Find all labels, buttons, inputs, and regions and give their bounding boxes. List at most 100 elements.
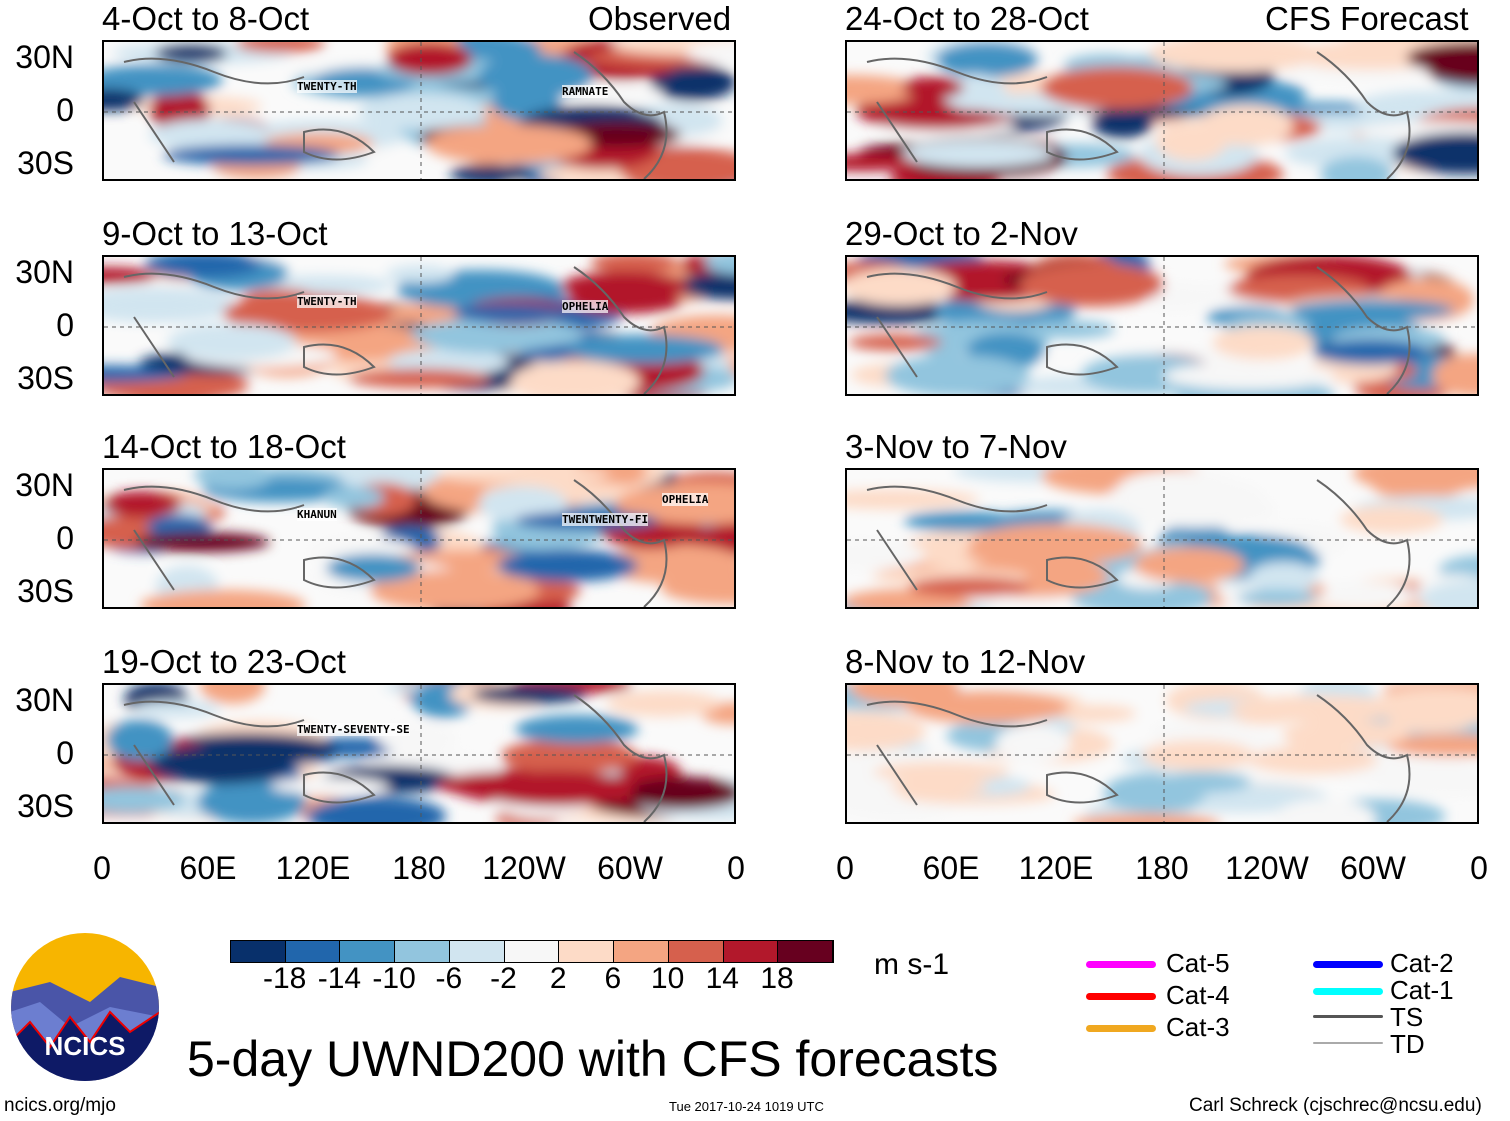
lon-label: 60E	[922, 850, 980, 886]
wind-anomaly-contour	[1248, 745, 1379, 775]
wind-anomaly-contour	[704, 257, 734, 275]
cfs-forecast-label: CFS Forecast	[1265, 0, 1469, 37]
wind-anomaly-contour	[1284, 136, 1428, 170]
map-panel	[102, 40, 736, 181]
legend-label: Cat-2	[1390, 948, 1454, 978]
wind-anomaly-contour	[685, 42, 734, 65]
wind-anomaly-contour	[386, 264, 455, 284]
wind-anomaly-contour	[873, 761, 1010, 783]
wind-anomaly-contour	[560, 271, 689, 301]
observed-label: Observed	[588, 0, 732, 37]
footer-url[interactable]: ncics.org/mjo	[4, 1095, 116, 1116]
colorbar-swatch	[504, 941, 560, 962]
wind-anomaly-contour	[1158, 771, 1251, 793]
colorbar-swatch	[614, 941, 669, 962]
wind-anomaly-contour	[369, 569, 540, 607]
wind-anomaly-contour	[1092, 111, 1153, 139]
wind-anomaly-contour	[104, 287, 238, 323]
map-panel	[845, 255, 1479, 396]
lat-label: 0	[56, 735, 74, 771]
wind-anomaly-contour	[847, 74, 923, 105]
lon-label: 0	[1470, 850, 1488, 886]
lon-label: 180	[1135, 850, 1189, 886]
legend-label: Cat-1	[1390, 975, 1454, 1005]
wind-anomaly-contour	[386, 42, 473, 76]
wind-anomaly-contour	[1228, 695, 1406, 723]
main-title: 5-day UWND200 with CFS forecasts	[187, 1031, 999, 1087]
wind-anomaly-contour	[847, 153, 923, 172]
lon-label: 0	[93, 850, 111, 886]
wind-anomaly-contour	[1340, 505, 1444, 534]
map-panel	[102, 255, 736, 396]
wind-anomaly-contour	[621, 776, 734, 810]
wind-anomaly-contour	[104, 64, 223, 96]
wind-anomaly-contour	[1369, 470, 1470, 500]
wind-anomaly-contour	[167, 323, 297, 361]
coastlines	[866, 694, 1411, 822]
lat-label: 30N	[15, 467, 74, 503]
wind-anomaly-contour	[847, 711, 926, 751]
wind-anomaly-contour	[452, 304, 568, 323]
colorbar-label: -2	[490, 962, 517, 995]
wind-anomaly-contour	[1289, 299, 1454, 320]
panel-title: 24-Oct to 28-Oct	[845, 0, 1089, 37]
wind-anomaly-contour	[1198, 104, 1294, 146]
wind-anomaly-contour	[1320, 156, 1393, 179]
wind-anomaly-contour	[496, 549, 639, 582]
panel-title: 9-Oct to 13-Oct	[102, 215, 328, 252]
colorbar-label: -14	[317, 962, 362, 995]
coastlines	[866, 51, 1411, 179]
coastlines	[123, 266, 668, 394]
lat-label: 0	[56, 92, 74, 128]
colorbar-swatch	[449, 941, 505, 962]
wind-anomaly-contour	[1314, 339, 1428, 365]
lat-label: 30N	[15, 254, 74, 290]
logo-text: NCICS	[45, 1031, 126, 1061]
legend-line-icon	[1086, 993, 1156, 1000]
legend-line-icon	[1313, 1042, 1383, 1044]
coastlines	[123, 479, 668, 607]
wind-anomaly-contour	[1420, 579, 1477, 607]
wind-anomaly-contour	[144, 257, 262, 278]
wind-anomaly-contour	[477, 770, 636, 807]
wind-anomaly-contour	[105, 719, 174, 761]
wind-anomaly-contour	[348, 368, 491, 389]
lon-label: 120E	[1018, 850, 1094, 886]
panel-title: 4-Oct to 8-Oct	[102, 0, 310, 37]
wind-anomaly-contour	[270, 777, 390, 795]
wind-anomaly-contour	[650, 64, 734, 101]
colorbar-units: m s-1	[874, 948, 949, 981]
wind-anomaly-contour	[1040, 66, 1194, 110]
footer-author: Carl Schreck (cjschrec@ncsu.edu)	[1189, 1095, 1482, 1116]
coastlines	[866, 266, 1411, 394]
wind-anomaly-contour	[1019, 263, 1165, 307]
lon-label: 0	[727, 850, 745, 886]
storm-label: TWENTY-TH	[297, 295, 357, 308]
wind-anomaly-contour	[889, 778, 988, 797]
wind-anomaly-contour	[936, 42, 1038, 78]
colorbar-swatch	[285, 941, 341, 962]
wind-anomaly-contour	[1020, 320, 1116, 339]
wind-anomaly-contour	[132, 700, 222, 718]
wind-anomaly-contour	[1071, 578, 1214, 607]
lon-label: 60W	[597, 850, 663, 886]
storm-label: OPHELIA	[662, 493, 709, 506]
wind-anomaly-contour	[162, 144, 340, 166]
map-panel	[845, 40, 1479, 181]
wind-anomaly-contour	[235, 42, 326, 53]
panel-title: 8-Nov to 12-Nov	[845, 643, 1086, 680]
legend-label: Cat-4	[1166, 980, 1230, 1010]
colorbar-label: 2	[549, 962, 567, 995]
map-panel	[102, 468, 736, 609]
wind-anomaly-contour	[1237, 589, 1318, 607]
wind-anomaly-contour	[1281, 720, 1409, 748]
coastlines	[123, 694, 668, 822]
colorbar-swatch	[559, 941, 615, 962]
legend-label: TD	[1390, 1029, 1425, 1059]
wind-anomaly-contour	[905, 690, 1069, 724]
legend-label: TS	[1390, 1002, 1424, 1032]
legend-line-icon	[1086, 961, 1156, 968]
wind-anomaly-contour	[104, 88, 144, 112]
wind-anomaly-contour	[425, 124, 593, 164]
wind-anomaly-contour	[671, 271, 734, 300]
